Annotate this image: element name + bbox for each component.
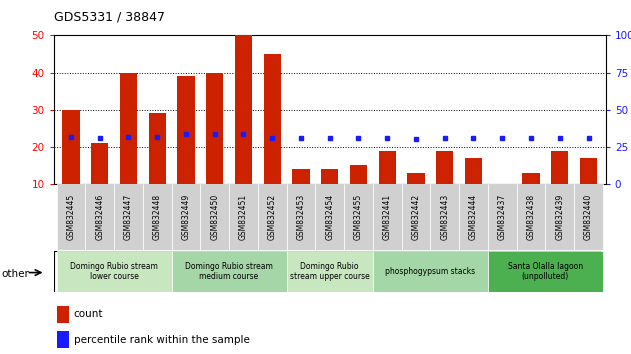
Bar [286,251,373,292]
Bar [57,251,172,292]
Text: Santa Olalla lagoon
(unpolluted): Santa Olalla lagoon (unpolluted) [508,262,583,281]
Text: GSM832451: GSM832451 [239,194,248,240]
Text: count: count [73,309,103,319]
Bar [580,158,597,184]
Bar [436,151,453,184]
Bar [459,184,488,250]
Text: GSM832449: GSM832449 [182,194,191,240]
Bar [172,184,200,250]
Text: GSM832443: GSM832443 [440,194,449,240]
Bar [321,169,338,184]
Bar [206,73,223,184]
Bar [316,184,344,250]
Bar [517,184,545,250]
Text: GSM832439: GSM832439 [555,194,564,240]
Bar [57,306,69,323]
Text: GSM832448: GSM832448 [153,194,162,240]
Text: Domingo Rubio stream
lower course: Domingo Rubio stream lower course [70,262,158,281]
Text: GSM832445: GSM832445 [66,194,75,240]
Bar [57,184,85,250]
Bar [91,143,109,184]
Text: Domingo Rubio stream
medium course: Domingo Rubio stream medium course [185,262,273,281]
Bar [401,184,430,250]
Bar [148,114,166,184]
Text: Domingo Rubio
stream upper course: Domingo Rubio stream upper course [290,262,370,281]
Bar [143,184,172,250]
Text: GSM832440: GSM832440 [584,194,593,240]
Bar [465,158,482,184]
Text: GSM832442: GSM832442 [411,194,420,240]
Bar [177,76,194,184]
Bar [344,184,373,250]
Bar [350,166,367,184]
Bar [574,184,603,250]
Bar [62,110,80,184]
Text: GSM832455: GSM832455 [354,194,363,240]
Bar [85,184,114,250]
Bar [408,173,425,184]
Bar [379,151,396,184]
Bar [57,331,69,348]
Bar [235,35,252,184]
Bar [114,184,143,250]
Text: GSM832437: GSM832437 [498,194,507,240]
Text: GSM832454: GSM832454 [325,194,334,240]
Bar [430,184,459,250]
Text: GSM832438: GSM832438 [526,194,536,240]
Bar [120,73,137,184]
Bar [373,251,488,292]
Text: GSM832441: GSM832441 [383,194,392,240]
Text: phosphogypsum stacks: phosphogypsum stacks [386,267,475,276]
Text: GSM832453: GSM832453 [297,194,305,240]
Bar [264,54,281,184]
Text: percentile rank within the sample: percentile rank within the sample [73,335,249,345]
Bar [172,251,286,292]
Text: GSM832446: GSM832446 [95,194,104,240]
Bar [545,184,574,250]
Bar [229,184,258,250]
Text: GSM832444: GSM832444 [469,194,478,240]
Bar [522,173,540,184]
Text: GSM832450: GSM832450 [210,194,219,240]
Text: GSM832447: GSM832447 [124,194,133,240]
Bar [551,151,569,184]
Bar [373,184,401,250]
Text: GSM832452: GSM832452 [268,194,276,240]
Bar [286,184,316,250]
Bar [488,184,517,250]
Text: GDS5331 / 38847: GDS5331 / 38847 [54,11,165,24]
Bar [258,184,286,250]
Bar [200,184,229,250]
Bar [292,169,310,184]
Text: other: other [1,269,29,279]
Bar [488,251,603,292]
